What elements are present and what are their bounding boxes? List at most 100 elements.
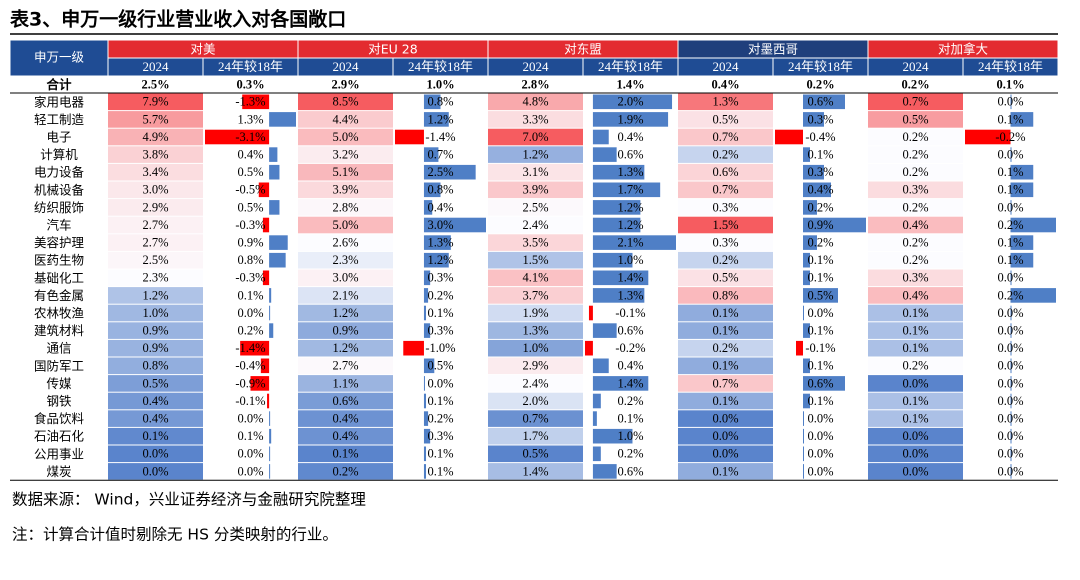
heat-cell [488,445,583,463]
data-bar [1010,112,1034,127]
data-bar [803,305,804,321]
cell-value: 0.2% [617,447,643,461]
cell-value: 0.0% [712,411,738,425]
heat-cell [678,304,773,322]
cell-value: 0.1% [427,306,453,320]
cell-value: 0.1% [142,429,168,443]
heat-cell [678,339,773,357]
heat-cell [678,322,773,339]
row-label: 纺织服饰 [34,200,84,215]
cell-value: 3.4% [142,165,168,179]
heat-cell [488,128,583,146]
cell-value: 1.2% [617,200,643,214]
cell-value: 5.0% [332,130,358,144]
data-bar [269,305,271,321]
cell-value: 0.0% [997,147,1023,161]
heat-cell [868,234,963,251]
heat-cell [678,234,773,251]
cell-value: 0.3% [902,183,928,197]
data-bar [269,147,278,162]
row-label: 电子 [46,130,71,145]
heat-cell [108,199,203,216]
cell-value: 0.0% [997,200,1023,214]
cell-value: 0.0% [237,464,263,478]
cell-value: 0.5% [807,288,833,302]
cell-value: 0.4% [142,411,168,425]
cell-value: 5.7% [142,112,168,126]
heat-cell [678,357,773,375]
cell-value: 1.2% [142,288,168,302]
cell-value: 0.0% [997,359,1023,373]
heat-cell [488,392,583,410]
heat-cell [678,146,773,163]
cell-value: 1.0% [617,429,643,443]
heat-cell [298,304,393,322]
cell-value: 1.3% [237,112,263,126]
row-label: 计算机 [40,147,78,162]
subheader: 24年较18年 [978,59,1043,74]
heat-cell [678,445,773,463]
data-bar [269,164,280,180]
cell-value: 0.2% [902,147,928,161]
cell-value: 8.5% [332,95,358,109]
heat-cell [488,181,583,199]
row-label: 有色金属 [34,288,84,303]
cell-value: -0.1% [805,341,835,355]
row-label: 医药生物 [34,253,84,268]
cell-value: 0.2% [997,218,1023,232]
cell-value: 0.1% [712,359,738,373]
cell-value: -0.5% [235,183,265,197]
heat-cell [868,251,963,269]
cell-value: -1.4% [235,341,265,355]
cell-value: 0.0% [902,429,928,443]
cell-value: 0.1% [902,394,928,408]
data-bar [423,94,441,110]
data-bar [803,200,817,215]
data-bar [1010,411,1012,426]
subheader-cell [962,57,1059,77]
data-bar [423,200,433,215]
footnote: 注：计算合计值时剔除无 HS 分类映射的行业。 [12,525,338,544]
heat-cell [298,111,393,128]
data-bar [803,235,817,250]
data-bar [423,305,427,321]
cell-value: 0.8% [237,253,263,267]
subheader: 24年较18年 [598,59,663,74]
cell-value: 0.0% [902,376,928,390]
group-header: 对美 [190,42,215,57]
cell-value: 1.5% [522,253,548,267]
data-bar [423,393,427,409]
cell-value: 0.8% [427,95,453,109]
heat-cell [678,199,773,216]
cell-value: 0.2% [427,411,453,425]
cell-value: 5.1% [332,165,358,179]
data-bar [592,129,609,145]
cell-value: 0.5% [902,112,928,126]
heat-cell [488,287,583,304]
cell-value: 0.0% [237,306,263,320]
data-bar [269,411,271,426]
cell-value: 2.7% [332,359,358,373]
source-note: 数据来源： Wind，兴业证券经济与金融研究院整理 [12,490,366,509]
cell-value: 0.2% [997,288,1023,302]
data-bar [803,217,866,233]
data-bar [269,235,288,250]
cell-value: 1.0% [142,306,168,320]
data-bar [592,200,641,215]
cell-value: 1.3% [427,235,453,249]
heat-cell [868,375,963,392]
heat-cell [488,111,583,128]
data-bar [592,164,645,180]
cell-value: 0.1% [712,464,738,478]
heat-cell [678,392,773,410]
cell-value: 0.4% [142,394,168,408]
cell-value: 0.1% [427,447,453,461]
data-bar [423,147,439,162]
cell-value: 2.8% [332,200,358,214]
cell-value: 0.5% [237,165,263,179]
cell-value: 0.2% [427,288,453,302]
data-bar [423,112,449,127]
heat-cell [868,216,963,234]
data-bar [423,235,451,250]
heat-cell [298,234,393,251]
